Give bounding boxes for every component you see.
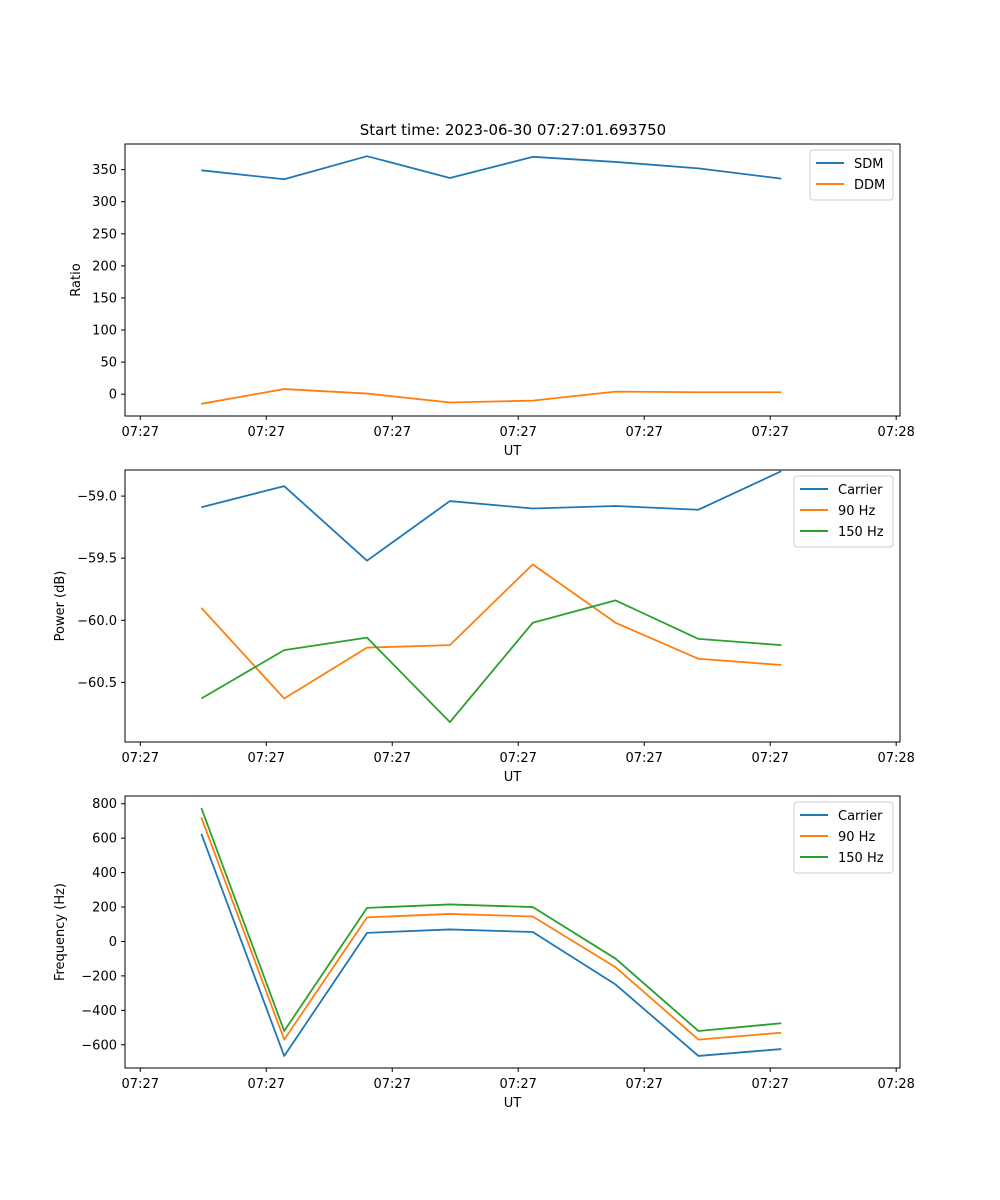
ratio-y-tick-label: 200 — [92, 259, 117, 274]
frequency-axes-frame — [124, 795, 901, 1069]
frequency-legend-label-90-hz: 90 Hz — [838, 830, 875, 845]
power-y-tick-label: −60.5 — [77, 676, 117, 691]
ratio-legend-label-ddm: DDM — [854, 178, 885, 193]
ratio-y-tick-label: 250 — [92, 227, 117, 242]
frequency-series-150-hz-line — [200, 807, 782, 1032]
ratio-axes-frame — [124, 143, 901, 417]
ratio-x-tick-label: 07:27 — [625, 425, 662, 440]
ratio-x-axis-label: UT — [504, 444, 522, 459]
power-series-90-hz-line — [200, 563, 782, 700]
frequency-x-tick-label: 07:27 — [374, 1077, 411, 1092]
power-legend-label-150-hz: 150 Hz — [838, 525, 884, 540]
frequency-x-tick-label: 07:27 — [122, 1077, 159, 1092]
frequency-x-tick-label: 07:27 — [248, 1077, 285, 1092]
frequency-x-tick-label: 07:27 — [625, 1077, 662, 1092]
ratio-series-ddm-line — [201, 388, 782, 405]
power-y-tick-label: −60.0 — [77, 614, 117, 629]
ratio-x-tick-label: 07:27 — [374, 425, 411, 440]
ratio-panel: 07:27 07:27 07:27 07:27 07:27 07:27 07:28 0 50 10… — [69, 143, 915, 459]
frequency-series-carrier-line — [200, 833, 782, 1057]
ratio-series-sdm-line — [201, 155, 782, 181]
power-y-axis-label: Power (dB) — [53, 571, 68, 642]
ratio-y-tick-label: 100 — [92, 324, 117, 339]
frequency-panel: 07:27 07:27 07:27 07:27 07:27 07:27 07:28 −600 −… — [53, 795, 915, 1111]
frequency-y-tick-label: 0 — [109, 935, 117, 950]
ratio-y-axis-label: Ratio — [69, 263, 84, 296]
frequency-y-axis-label: Frequency (Hz) — [53, 883, 68, 981]
frequency-y-tick-label: 400 — [92, 866, 117, 881]
frequency-x-tick-label: 07:27 — [499, 1077, 536, 1092]
power-x-tick-label: 07:27 — [625, 751, 662, 766]
frequency-y-tick-label: −400 — [81, 1004, 117, 1019]
frequency-y-tick-label: 200 — [92, 901, 117, 916]
power-x-tick-label: 07:27 — [374, 751, 411, 766]
frequency-legend-label-150-hz: 150 Hz — [838, 851, 884, 866]
frequency-legend — [793, 801, 894, 874]
power-y-tick-label: −59.5 — [77, 552, 117, 567]
power-legend — [793, 475, 894, 548]
frequency-x-axis-label: UT — [504, 1096, 522, 1111]
power-axes-frame — [124, 469, 901, 743]
power-panel: 07:27 07:27 07:27 07:27 07:27 07:27 07:28 −60.5… — [53, 469, 915, 785]
power-legend-label-90-hz: 90 Hz — [838, 504, 875, 519]
ratio-x-tick-label: 07:27 — [248, 425, 285, 440]
ratio-y-tick-label: 300 — [92, 195, 117, 210]
ratio-y-tick-label: 50 — [100, 356, 117, 371]
power-x-tick-label: 07:27 — [751, 751, 788, 766]
power-x-tick-label: 07:27 — [499, 751, 536, 766]
ratio-y-tick-label: 0 — [109, 388, 117, 403]
frequency-y-tick-label: −600 — [81, 1038, 117, 1053]
ratio-y-tick-label: 350 — [92, 163, 117, 178]
power-x-tick-label: 07:28 — [877, 751, 914, 766]
power-series-carrier-line — [201, 470, 782, 562]
power-series-150-hz-line — [200, 599, 782, 724]
power-y-tick-label: −59.0 — [77, 490, 117, 505]
frequency-y-tick-label: 600 — [92, 832, 117, 847]
frequency-legend-label-carrier: Carrier — [838, 809, 883, 824]
ratio-x-tick-label: 07:27 — [122, 425, 159, 440]
frequency-x-tick-label: 07:28 — [877, 1077, 914, 1092]
ratio-y-tick-label: 150 — [92, 291, 117, 306]
frequency-y-tick-label: −200 — [81, 969, 117, 984]
power-x-axis-label: UT — [504, 770, 522, 785]
frequency-y-tick-label: 800 — [92, 797, 117, 812]
ratio-x-tick-label: 07:27 — [751, 425, 788, 440]
ratio-x-tick-label: 07:28 — [877, 425, 914, 440]
power-x-tick-label: 07:27 — [122, 751, 159, 766]
figure-title: Start time: 2023-06-30 07:27:01.693750 — [360, 121, 666, 139]
ratio-x-tick-label: 07:27 — [499, 425, 536, 440]
frequency-x-tick-label: 07:27 — [751, 1077, 788, 1092]
frequency-series-90-hz-line — [200, 817, 782, 1041]
power-x-tick-label: 07:27 — [248, 751, 285, 766]
ratio-legend-label-sdm: SDM — [854, 157, 883, 172]
power-legend-label-carrier: Carrier — [838, 483, 883, 498]
